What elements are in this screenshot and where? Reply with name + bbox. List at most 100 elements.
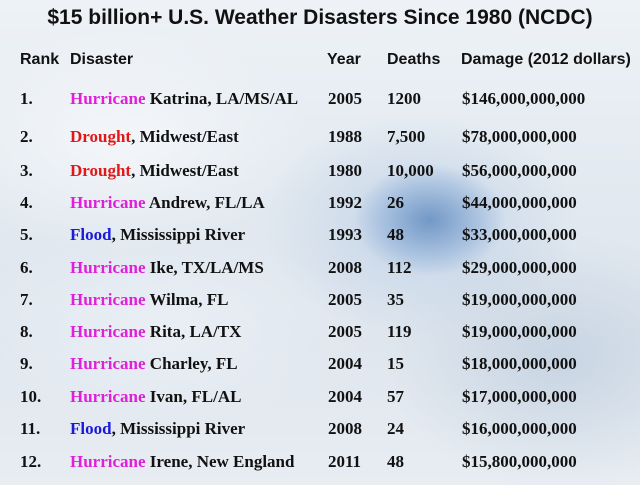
table-row: 1. Hurricane Katrina, LA/MS/AL 2005 1200 $14… [0,89,640,115]
rank-cell: 4. [20,193,33,212]
damage-cell: $78,000,000,000 [462,127,577,146]
damage-cell: $19,000,000,000 [462,322,577,341]
table-row: 8. Hurricane Rita, LA/TX 2005 119 $19,000,00… [0,322,640,348]
damage-cell: $17,000,000,000 [462,387,577,406]
disaster-name: , Midwest/East [131,161,239,180]
rank-cell: 11. [20,419,41,438]
disaster-type: Hurricane [70,258,146,277]
year-cell: 1992 [328,193,362,212]
disaster-cell: Hurricane Ivan, FL/AL [70,387,241,407]
disaster-type: Hurricane [70,193,146,212]
damage-cell: $44,000,000,000 [462,193,577,212]
damage-cell: $15,800,000,000 [462,452,577,471]
table-row: 3. Drought, Midwest/East 1980 10,000 $56,000… [0,161,640,187]
rank-cell: 10. [20,387,42,406]
header-damage: Damage (2012 dollars) [461,51,631,68]
table-row: 7. Hurricane Wilma, FL 2005 35 $19,000,000,0… [0,290,640,316]
disaster-type: Hurricane [70,89,146,108]
rank-cell: 6. [20,258,33,277]
disaster-cell: Hurricane Wilma, FL [70,290,229,310]
year-cell: 2005 [328,89,362,108]
disaster-name: Charley, FL [145,354,238,373]
header-deaths: Deaths [387,51,441,68]
disaster-cell: Flood, Mississippi River [70,419,245,439]
damage-cell: $33,000,000,000 [462,225,577,244]
year-cell: 2011 [328,452,362,471]
deaths-cell: 57 [387,387,404,406]
disaster-type: Drought [70,127,132,146]
table-row: 2. Drought, Midwest/East 1988 7,500 $78,000,… [0,127,640,153]
disaster-cell: Hurricane Ike, TX/LA/MS [70,258,264,278]
disaster-type: Hurricane [70,452,146,471]
rank-cell: 2. [20,127,33,146]
year-cell: 2005 [328,322,362,341]
disaster-name: Ivan, FL/AL [145,387,242,406]
rank-cell: 3. [20,161,33,180]
table-row: 12. Hurricane Irene, New England 2011 48 $15… [0,452,640,478]
disaster-type: Hurricane [70,387,146,406]
table-row: 11. Flood, Mississippi River 2008 24 $16,000… [0,419,640,445]
disaster-type: Drought [70,161,132,180]
damage-cell: $29,000,000,000 [462,258,577,277]
rank-cell: 1. [20,89,33,108]
damage-cell: $56,000,000,000 [462,161,577,180]
header-disaster: Disaster [70,51,134,68]
year-cell: 1980 [328,161,362,180]
deaths-cell: 15 [387,354,404,373]
disaster-cell: Hurricane Rita, LA/TX [70,322,241,342]
disaster-cell: Flood, Mississippi River [70,225,245,245]
disaster-name: Irene, New England [145,452,295,471]
year-cell: 1993 [328,225,362,244]
disaster-cell: Drought, Midwest/East [70,161,239,181]
deaths-cell: 48 [387,452,404,471]
rank-cell: 7. [20,290,33,309]
table-row: 6. Hurricane Ike, TX/LA/MS 2008 112 $29,000,… [0,258,640,284]
damage-cell: $18,000,000,000 [462,354,577,373]
year-cell: 2004 [328,354,362,373]
disaster-name: Rita, LA/TX [145,322,242,341]
disaster-cell: Hurricane Katrina, LA/MS/AL [70,89,298,109]
rank-cell: 9. [20,354,33,373]
year-cell: 2008 [328,258,362,277]
disaster-cell: Hurricane Irene, New England [70,452,294,472]
deaths-cell: 7,500 [387,127,426,146]
rank-cell: 8. [20,322,33,341]
year-cell: 2008 [328,419,362,438]
year-cell: 2004 [328,387,362,406]
year-cell: 2005 [328,290,362,309]
disaster-type: Hurricane [70,322,146,341]
disaster-name: Katrina, LA/MS/AL [145,89,299,108]
deaths-cell: 35 [387,290,404,309]
disaster-type: Flood [70,225,112,244]
deaths-cell: 24 [387,419,404,438]
header-year: Year [327,51,361,68]
damage-cell: $19,000,000,000 [462,290,577,309]
page-title: $15 billion+ U.S. Weather Disasters Sinc… [47,6,593,29]
rank-cell: 5. [20,225,33,244]
disaster-type: Flood [70,419,112,438]
disaster-cell: Hurricane Charley, FL [70,354,238,374]
header-rank: Rank [20,51,60,68]
deaths-cell: 119 [387,322,412,341]
table-row: 9. Hurricane Charley, FL 2004 15 $18,000,000… [0,354,640,380]
disaster-name: Ike, TX/LA/MS [145,258,264,277]
disaster-cell: Drought, Midwest/East [70,127,239,147]
disaster-name: Wilma, FL [145,290,229,309]
deaths-cell: 10,000 [387,161,434,180]
deaths-cell: 112 [387,258,412,277]
disaster-type: Hurricane [70,354,146,373]
rank-cell: 12. [20,452,42,471]
deaths-cell: 26 [387,193,404,212]
deaths-cell: 1200 [387,89,421,108]
disaster-name: , Mississippi River [111,225,246,244]
table-row: 4. Hurricane Andrew, FL/LA 1992 26 $44,000,0… [0,193,640,219]
table-row: 5. Flood, Mississippi River 1993 48 $33,000,… [0,225,640,251]
damage-cell: $16,000,000,000 [462,419,577,438]
table-row: 10. Hurricane Ivan, FL/AL 2004 57 $17,000,00… [0,387,640,413]
disaster-name: Andrew, FL/LA [145,193,265,212]
disaster-name: , Mississippi River [111,419,246,438]
deaths-cell: 48 [387,225,404,244]
year-cell: 1988 [328,127,362,146]
disaster-type: Hurricane [70,290,146,309]
